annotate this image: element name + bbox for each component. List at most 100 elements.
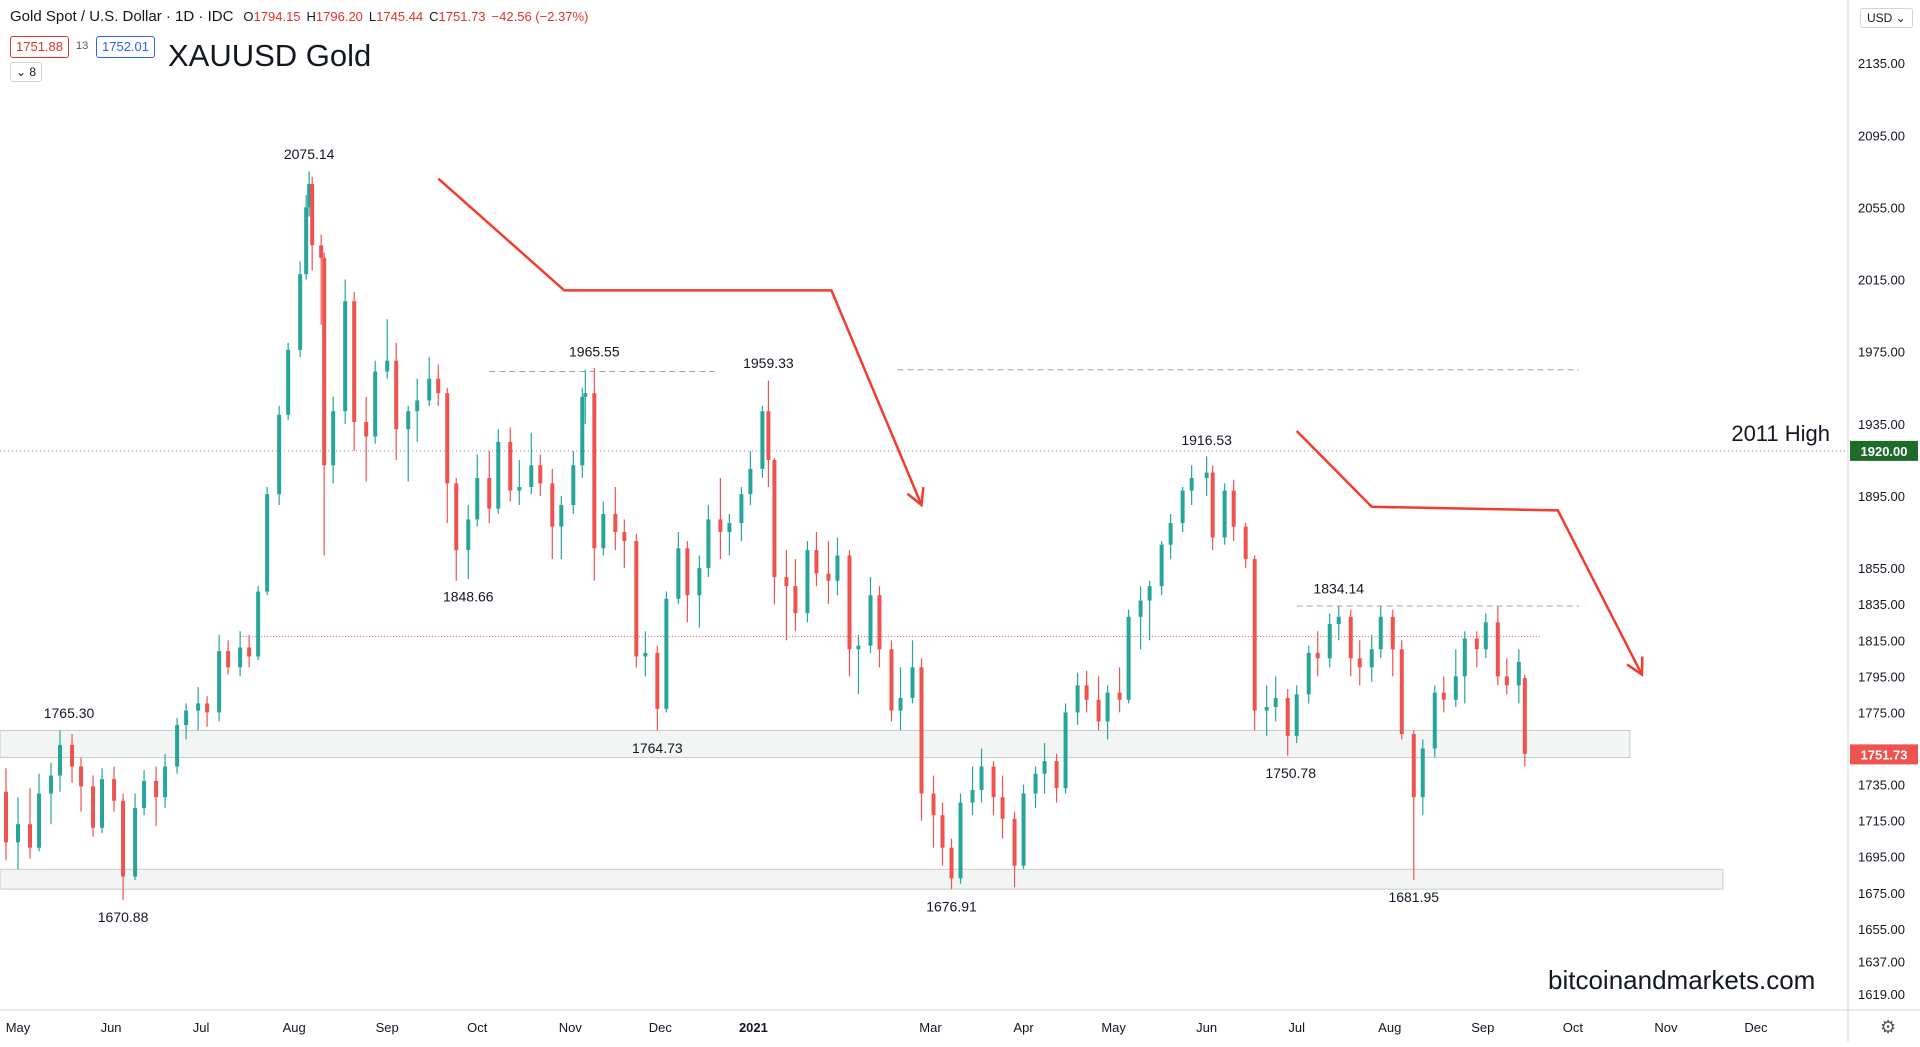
candle-body xyxy=(580,396,585,466)
candle-body xyxy=(496,441,501,509)
y-tick-label: 1795.00 xyxy=(1858,669,1905,684)
last-price-tag-text: 1751.73 xyxy=(1861,747,1908,762)
candle-body xyxy=(559,505,564,527)
candle-body xyxy=(856,645,861,650)
x-tick-label: Dec xyxy=(1744,1020,1768,1035)
candle-body xyxy=(571,465,576,505)
price-label: 1670.88 xyxy=(98,909,149,925)
candle-body xyxy=(868,595,873,646)
candle-body xyxy=(1516,661,1521,686)
candle-body xyxy=(304,207,309,275)
candle-body xyxy=(1399,649,1404,735)
x-tick-label: Aug xyxy=(1378,1020,1401,1035)
candle-body xyxy=(154,780,159,798)
x-tick-label: Sep xyxy=(1471,1020,1494,1035)
candle-body xyxy=(1231,490,1236,527)
x-tick-label: 2021 xyxy=(739,1020,768,1035)
candle-body xyxy=(298,274,303,350)
candle-body xyxy=(1369,649,1374,668)
candle-body xyxy=(538,465,543,484)
candle-body xyxy=(112,779,117,801)
bid-price-button[interactable]: 1751.88 xyxy=(10,36,69,58)
settings-icon[interactable]: ⚙ xyxy=(1880,1017,1897,1037)
price-label: 1959.33 xyxy=(743,355,794,371)
candle-body xyxy=(898,697,903,711)
candle-body xyxy=(466,519,471,551)
candle-body xyxy=(766,411,771,460)
y-tick-label: 1815.00 xyxy=(1858,633,1905,648)
ohlc-readout: O1794.15 H1796.20 L1745.44 C1751.73 −42.… xyxy=(243,9,589,24)
indicator-toggle[interactable]: ⌄ 8 xyxy=(10,62,43,82)
candle-body xyxy=(1033,773,1038,794)
candle-body xyxy=(940,815,945,848)
y-tick-label: 2135.00 xyxy=(1858,56,1905,71)
candle-body xyxy=(1147,586,1152,601)
candle-body xyxy=(697,568,702,596)
watermark: bitcoinandmarkets.com xyxy=(1548,965,1816,995)
candle-body xyxy=(1084,685,1089,700)
candle-body xyxy=(28,824,33,848)
y-tick-label: 1619.00 xyxy=(1858,987,1905,1002)
candle-body xyxy=(991,766,996,798)
y-tick-label: 1735.00 xyxy=(1858,778,1905,793)
candle-body xyxy=(1504,676,1509,686)
x-tick-label: Oct xyxy=(1563,1020,1584,1035)
candle-body xyxy=(310,183,315,246)
candle-body xyxy=(205,703,210,713)
candle-body xyxy=(1063,712,1068,789)
candle-body xyxy=(1222,490,1227,538)
candle-body xyxy=(1138,600,1143,617)
ask-price-button[interactable]: 1752.01 xyxy=(96,36,155,58)
candle-body xyxy=(1306,652,1311,695)
change-value: −42.56 (−2.37%) xyxy=(491,9,589,24)
open-value: 1794.15 xyxy=(253,9,301,24)
y-tick-label: 1935.00 xyxy=(1858,417,1905,432)
candle-body xyxy=(508,441,513,491)
candle-body xyxy=(184,710,189,726)
currency-dropdown[interactable]: USD ⌄ xyxy=(1860,8,1913,28)
candle-body xyxy=(613,514,618,533)
candle-body xyxy=(889,649,894,711)
candle-body xyxy=(592,393,597,549)
candle-body xyxy=(238,647,243,668)
candle-body xyxy=(1252,559,1257,711)
candle-body xyxy=(4,791,9,843)
candle-body xyxy=(49,775,54,794)
x-tick-label: Jul xyxy=(193,1020,210,1035)
candle-body xyxy=(1204,472,1209,478)
candle-body xyxy=(142,780,147,808)
candle-body xyxy=(1378,616,1383,650)
candle-body xyxy=(256,591,261,657)
y-tick-label: 1975.00 xyxy=(1858,345,1905,360)
symbol-title[interactable]: Gold Spot / U.S. Dollar · 1D · IDC xyxy=(10,8,234,25)
candle-body xyxy=(727,523,732,533)
candle-body xyxy=(1075,685,1080,713)
candle-body xyxy=(364,422,369,437)
y-tick-label: 1695.00 xyxy=(1858,850,1905,865)
candle-body xyxy=(664,598,669,709)
x-tick-label: Nov xyxy=(559,1020,583,1035)
candle-body xyxy=(331,411,336,466)
candle-body xyxy=(196,703,201,711)
level-2011-high-tag-text: 1920.00 xyxy=(1861,444,1908,459)
candle-body xyxy=(322,257,327,466)
x-tick-label: May xyxy=(6,1020,31,1035)
support-zone xyxy=(0,729,1631,758)
candle-body xyxy=(1168,523,1173,545)
trend-arrow xyxy=(1295,430,1644,676)
price-label: 1834.14 xyxy=(1313,581,1364,597)
candle-body xyxy=(406,411,411,430)
x-tick-label: Oct xyxy=(467,1020,488,1035)
candle-body xyxy=(1462,638,1467,677)
candle-body xyxy=(1315,652,1320,659)
low-value: 1745.44 xyxy=(376,9,424,24)
candle-body xyxy=(70,744,75,767)
x-tick-label: Mar xyxy=(919,1020,942,1035)
x-tick-label: Aug xyxy=(283,1020,306,1035)
y-tick-label: 2055.00 xyxy=(1858,200,1905,215)
candle-body xyxy=(1042,761,1047,774)
candle-body xyxy=(685,548,690,596)
x-tick-label: Nov xyxy=(1654,1020,1678,1035)
